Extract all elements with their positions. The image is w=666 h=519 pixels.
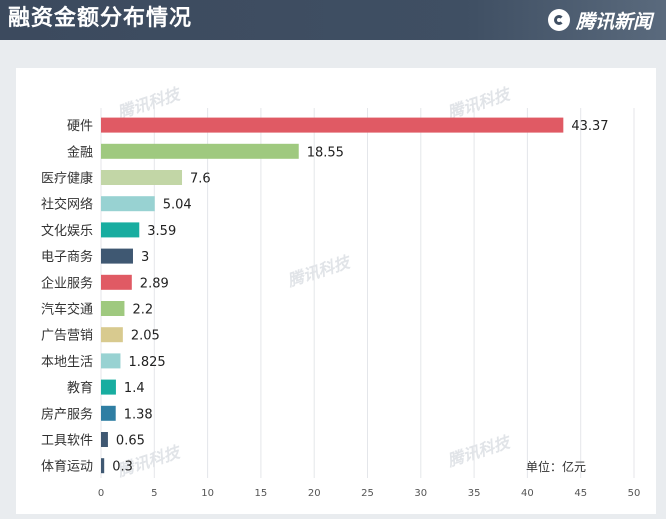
value-label: 18.55 [307,145,344,160]
value-label: 0.3 [112,460,133,475]
bar [101,222,140,238]
x-tick-label: 40 [521,488,534,499]
brand-logo: 腾讯新闻 [547,7,652,33]
x-tick-label: 10 [201,488,214,499]
value-label: 43.37 [571,119,608,134]
x-tick-label: 20 [308,488,321,499]
bar [101,405,116,421]
value-label: 2.89 [140,276,169,291]
bar [101,458,105,474]
bar [101,327,123,343]
value-label: 3 [141,250,149,265]
bar [101,432,108,447]
bar [101,274,132,290]
category-label: 工具软件 [41,434,93,449]
tencent-news-icon [547,9,570,31]
value-label: 3.59 [147,224,176,239]
page-title: 融资金额分布情况 [8,6,193,31]
value-label: 2.2 [132,303,153,318]
category-label: 硬件 [67,119,93,134]
bar-chart: 0 5 10 15 20 25 30 35 40 45 50 硬件 43.37 金融 18.55 医疗健康 7.… [41,108,641,499]
x-tick-label: 25 [361,488,374,499]
bar [101,117,564,133]
category-label: 汽车交通 [41,302,93,318]
x-tick-label: 30 [414,488,427,499]
bar [101,143,299,159]
category-label: 本地生活 [41,355,93,370]
bar [101,196,155,212]
category-label: 房产服务 [41,406,93,422]
x-tick-label: 0 [98,488,104,499]
category-label: 广告营销 [41,329,93,344]
x-tick-label: 15 [255,488,268,499]
value-label: 1.4 [124,381,145,396]
value-label: 1.825 [128,355,165,370]
bar [101,353,121,369]
value-label: 0.65 [116,434,145,449]
value-label: 2.05 [131,329,160,344]
category-label: 体育运动 [41,459,93,475]
x-tick-label: 35 [468,488,481,499]
category-label: 教育 [67,380,93,396]
bar [101,301,125,316]
x-tick-label: 5 [151,488,157,499]
category-label: 电子商务 [41,249,93,265]
x-tick-label: 45 [574,488,587,499]
category-label: 文化娱乐 [41,224,93,239]
unit-label: 单位：亿元 [526,459,586,474]
bar [101,248,133,264]
category-label: 企业服务 [41,275,93,291]
category-label: 社交网络 [41,197,93,213]
category-label: 医疗健康 [41,171,93,187]
header-bar: 融资金额分布情况 腾讯新闻 [0,0,666,40]
brand-name: 腾讯新闻 [575,10,652,33]
category-label: 金融 [67,144,93,160]
value-label: 7.6 [190,172,211,187]
x-tick-label: 50 [628,488,641,499]
bar [101,170,183,185]
value-label: 5.04 [163,198,192,213]
value-label: 1.38 [124,407,153,422]
bar [101,379,116,395]
chart-card: 腾讯科技 腾讯科技 腾讯科技 腾讯科技 腾讯科技 0 5 10 15 20 25 30 35 4… [16,68,656,514]
